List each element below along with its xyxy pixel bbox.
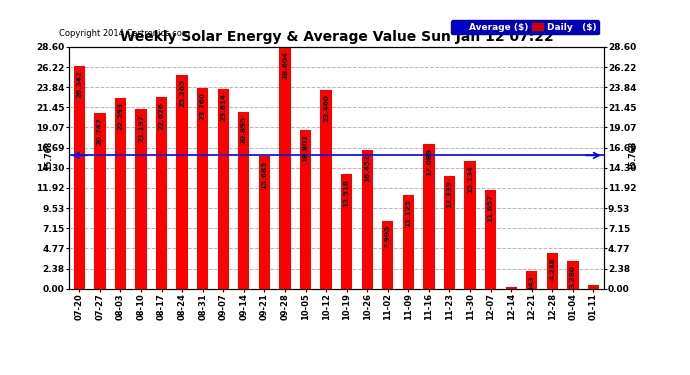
Bar (135, 110, 147, 289)
Text: 13.518: 13.518 (344, 178, 350, 207)
Text: .392: .392 (591, 287, 596, 305)
Text: 23.614: 23.614 (220, 93, 226, 121)
Title: Weekly Solar Energy & Average Value Sun Jan 12 07:22: Weekly Solar Energy & Average Value Sun … (119, 30, 553, 44)
Bar (279, 47, 290, 289)
Text: 25.265: 25.265 (179, 79, 185, 107)
Text: .236: .236 (509, 288, 514, 306)
Bar (444, 176, 455, 289)
Text: 7.995: 7.995 (385, 225, 391, 249)
Bar (177, 75, 188, 289)
Text: 16.452: 16.452 (364, 154, 371, 182)
Text: 20.895: 20.895 (241, 116, 247, 144)
Text: 3.280: 3.280 (570, 265, 576, 288)
Text: 23.460: 23.460 (323, 94, 329, 123)
Bar (320, 90, 332, 289)
Bar (403, 195, 414, 289)
Text: 22.626: 22.626 (159, 102, 164, 130)
Bar (567, 261, 578, 289)
Bar (382, 221, 393, 289)
Bar (156, 98, 167, 289)
Text: 15.685: 15.685 (262, 160, 268, 189)
Bar (300, 130, 311, 289)
Bar (74, 66, 85, 289)
Text: 15.134: 15.134 (467, 165, 473, 193)
Bar (238, 112, 250, 289)
Bar (485, 190, 496, 289)
Text: 11.657: 11.657 (488, 194, 493, 222)
Bar (464, 161, 475, 289)
Bar (341, 174, 353, 289)
Text: 15.768: 15.768 (44, 141, 53, 170)
Text: Copyright 2014 Cartronics.com: Copyright 2014 Cartronics.com (59, 28, 190, 38)
Bar (526, 272, 538, 289)
Text: 22.593: 22.593 (117, 102, 124, 130)
Text: 11.125: 11.125 (405, 199, 411, 227)
Text: 18.802: 18.802 (302, 134, 308, 162)
Bar (588, 285, 599, 289)
Bar (506, 287, 517, 289)
Bar (546, 253, 558, 289)
Bar (95, 113, 106, 289)
Text: 21.197: 21.197 (138, 114, 144, 142)
Bar (259, 156, 270, 289)
Text: 4.248: 4.248 (549, 257, 555, 280)
Bar (217, 89, 229, 289)
Text: 15.768: 15.768 (628, 141, 637, 170)
Text: 17.089: 17.089 (426, 148, 432, 177)
Bar (423, 144, 435, 289)
Bar (362, 150, 373, 289)
Text: 26.342: 26.342 (77, 70, 82, 98)
Bar (197, 88, 208, 289)
Text: 2.043: 2.043 (529, 276, 535, 298)
Legend: Average ($), Daily   ($): Average ($), Daily ($) (451, 20, 599, 34)
Text: 28.604: 28.604 (282, 51, 288, 79)
Text: 23.760: 23.760 (199, 92, 206, 120)
Bar (115, 98, 126, 289)
Text: 13.339: 13.339 (446, 180, 453, 208)
Text: 20.747: 20.747 (97, 117, 103, 145)
